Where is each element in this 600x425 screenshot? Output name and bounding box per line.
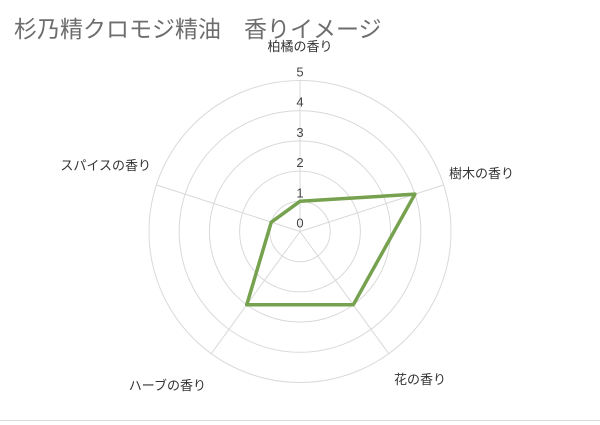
svg-text:5: 5 — [296, 65, 303, 80]
svg-text:柏橘の香り: 柏橘の香り — [267, 39, 332, 54]
svg-text:0: 0 — [296, 216, 303, 231]
svg-text:樹木の香り: 樹木の香り — [449, 166, 514, 181]
svg-text:スパイスの香り: スパイスの香り — [60, 158, 151, 173]
svg-text:ハーブの香り: ハーブの香り — [129, 378, 206, 393]
svg-text:2: 2 — [296, 155, 303, 170]
svg-text:1: 1 — [296, 185, 303, 200]
svg-text:3: 3 — [296, 125, 303, 140]
svg-text:花の香り: 花の香り — [394, 372, 446, 387]
svg-text:4: 4 — [296, 95, 303, 110]
